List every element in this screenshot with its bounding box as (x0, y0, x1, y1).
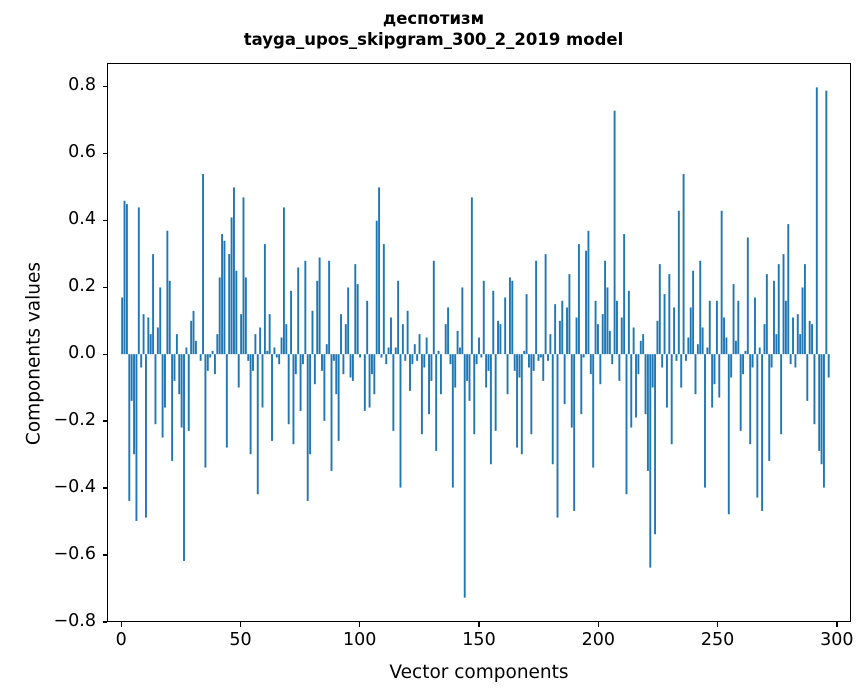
y-tick-label: 0.2 (68, 276, 96, 297)
y-tick-label: 0.4 (68, 209, 96, 230)
y-axis-label: Components values (23, 261, 45, 445)
x-tick-label: 300 (820, 630, 854, 650)
x-tick-mark (836, 622, 838, 627)
x-tick-label: 150 (462, 630, 496, 650)
x-tick-mark (597, 622, 599, 627)
x-tick-mark (478, 622, 480, 627)
x-tick-mark (359, 622, 361, 627)
x-axis-label: Vector components (389, 662, 569, 683)
x-tick-mark (120, 622, 122, 627)
x-tick-label: 50 (229, 630, 252, 650)
y-tick-label: −0.4 (53, 477, 97, 498)
chart-title-line-1: деспотизм (382, 9, 485, 28)
plot-axes (107, 63, 851, 622)
y-tick-mark (102, 353, 107, 355)
y-tick-mark (102, 219, 107, 222)
y-tick-mark (102, 85, 107, 88)
x-tick-label: 200 (581, 630, 615, 650)
y-tick-label: −0.8 (53, 611, 97, 631)
plot-area (108, 64, 850, 621)
y-tick-label: −0.6 (53, 544, 97, 565)
y-tick-mark (102, 487, 107, 489)
bar-series (121, 87, 830, 598)
y-tick-mark (102, 621, 107, 623)
x-tick-label: 0 (115, 630, 127, 650)
x-tick-label: 250 (700, 630, 735, 650)
y-tick-label: −0.2 (53, 410, 97, 431)
y-tick-label: 0.8 (68, 75, 96, 96)
x-tick-label: 100 (343, 630, 377, 650)
y-tick-label: 0.6 (68, 142, 96, 163)
chart-title-line-2: tayga_upos_skipgram_300_2_2019 model (243, 30, 624, 49)
chart-title: деспотизм tayga_upos_skipgram_300_2_2019… (0, 8, 867, 50)
x-tick-mark (239, 622, 242, 627)
y-tick-label: 0.0 (68, 343, 96, 364)
y-tick-mark (102, 152, 107, 155)
y-tick-mark (102, 420, 107, 422)
y-tick-mark (102, 286, 107, 288)
x-tick-mark (716, 622, 719, 627)
y-tick-mark (102, 554, 107, 556)
